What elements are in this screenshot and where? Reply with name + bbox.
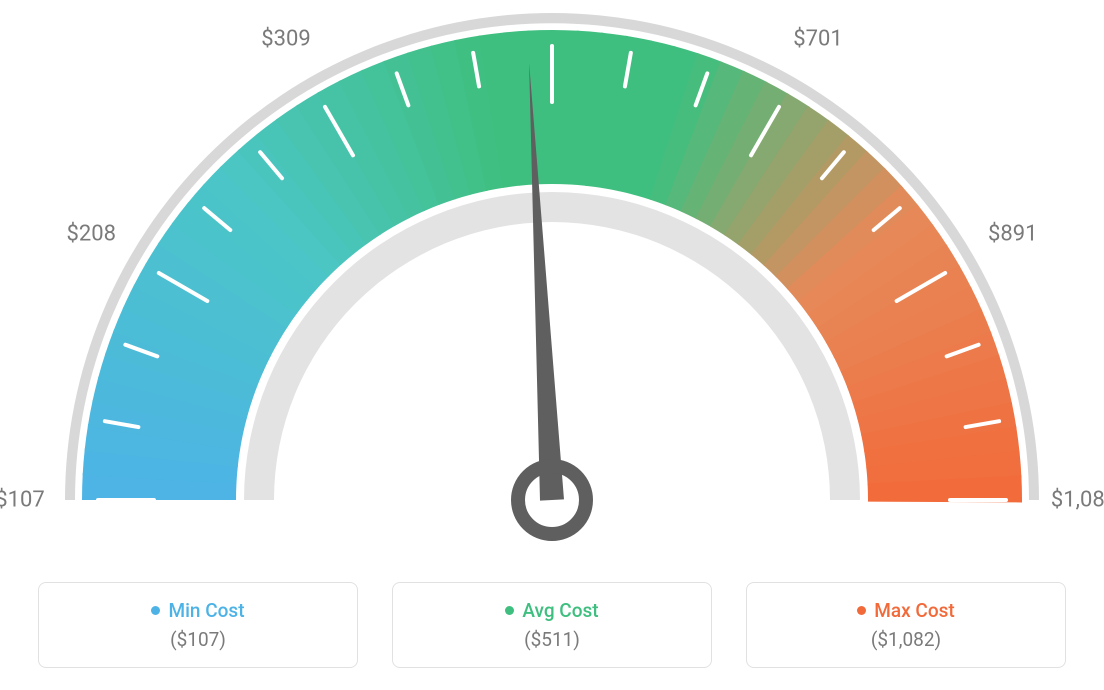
avg-dot-icon — [505, 606, 514, 615]
gauge-tick-label: $891 — [988, 222, 1037, 247]
max-cost-label: Max Cost — [874, 599, 954, 622]
max-cost-value: ($1,082) — [871, 628, 941, 651]
min-cost-card: Min Cost ($107) — [38, 582, 358, 668]
gauge-tick-label: $701 — [793, 27, 842, 52]
avg-cost-value: ($511) — [524, 628, 580, 651]
max-dot-icon — [857, 606, 866, 615]
summary-cards-row: Min Cost ($107) Avg Cost ($511) Max Cost… — [0, 582, 1104, 668]
gauge-svg — [0, 0, 1104, 560]
avg-cost-label: Avg Cost — [522, 599, 598, 622]
min-cost-label: Min Cost — [168, 599, 244, 622]
gauge-tick-label: $107 — [0, 488, 45, 513]
gauge-tick-label: $1,082 — [1051, 488, 1104, 513]
max-cost-card: Max Cost ($1,082) — [746, 582, 1066, 668]
gauge-tick-label: $208 — [67, 222, 116, 247]
min-cost-value: ($107) — [170, 628, 226, 651]
gauge-tick-label: $309 — [261, 27, 310, 52]
cost-gauge: $107$208$309$511$701$891$1,082 — [0, 0, 1104, 560]
min-dot-icon — [151, 606, 160, 615]
avg-cost-card: Avg Cost ($511) — [392, 582, 712, 668]
